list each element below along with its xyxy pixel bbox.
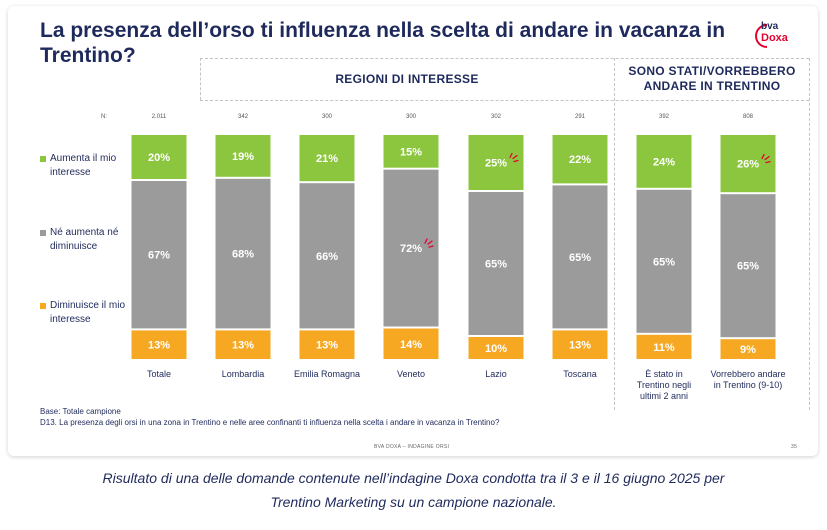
category-label-vorrebbero-andare-in-trentino-9-10: Vorrebbero andare in Trentino (9-10) [710, 369, 785, 390]
bar-diminuisce-il-mio-interesse-toscana [552, 330, 608, 359]
bar-diminuisce-il-mio-interesse-emilia-romagna [299, 330, 355, 359]
bar-diminuisce-il-mio-interesse-veneto [383, 328, 439, 359]
n-value-emilia-romagna: 300 [322, 114, 333, 120]
data-label-diminuisce-il-mio-interesse-veneto: 14% [400, 339, 422, 351]
bar-aumenta-il-mio-interesse-toscana [552, 135, 608, 184]
data-label-diminuisce-il-mio-interesse-lazio: 10% [485, 343, 507, 355]
bar-diminuisce-il-mio-interesse-lazio [468, 337, 524, 359]
highlight-spark-icon [509, 152, 519, 163]
divider-left [200, 58, 201, 100]
n-value-e-stato-in-trentino-negli-ultimi-2-anni: 392 [659, 114, 670, 120]
footnote-question: D13. La presenza degli orsi in una zona … [40, 418, 500, 427]
category-label-lazio: Lazio [485, 369, 507, 379]
bar-aumenta-il-mio-interesse-lazio [468, 135, 524, 190]
divider-groups [614, 58, 615, 410]
bar-ne-aumenta-ne-diminuisce-e-stato-in-trentino-negli-ultimi-2-anni [636, 189, 692, 333]
legend-label: Né aumenta né diminuisce [50, 227, 119, 252]
data-label-diminuisce-il-mio-interesse-vorrebbero-andare-in-trentino-9-10: 9% [740, 344, 756, 356]
n-value-toscana: 291 [575, 114, 586, 120]
data-label-ne-aumenta-ne-diminuisce-lazio: 65% [485, 259, 507, 271]
legend-swatch [40, 303, 46, 309]
legend-swatch [40, 230, 46, 236]
legend-label: Aumenta il mio interesse [50, 153, 117, 178]
data-label-diminuisce-il-mio-interesse-totale: 13% [148, 340, 170, 352]
logo-top-text: bva [761, 21, 779, 32]
caption: Risultato di una delle domande contenute… [0, 466, 827, 514]
page-footer-number: 35 [791, 444, 798, 450]
bar-ne-aumenta-ne-diminuisce-totale [131, 181, 187, 329]
bar-ne-aumenta-ne-diminuisce-toscana [552, 185, 608, 329]
bar-diminuisce-il-mio-interesse-lombardia [215, 330, 271, 359]
bar-ne-aumenta-ne-diminuisce-lombardia [215, 178, 271, 329]
data-label-diminuisce-il-mio-interesse-emilia-romagna: 13% [316, 340, 338, 352]
category-label-lombardia: Lombardia [222, 369, 265, 379]
bar-diminuisce-il-mio-interesse-vorrebbero-andare-in-trentino-9-10 [720, 339, 776, 359]
category-label-toscana: Toscana [563, 369, 597, 379]
data-label-diminuisce-il-mio-interesse-e-stato-in-trentino-negli-ultimi-2-anni: 11% [653, 342, 675, 354]
data-label-aumenta-il-mio-interesse-totale: 20% [148, 152, 170, 164]
bar-ne-aumenta-ne-diminuisce-vorrebbero-andare-in-trentino-9-10 [720, 194, 776, 338]
bar-ne-aumenta-ne-diminuisce-emilia-romagna [299, 183, 355, 329]
n-label: N: [101, 114, 107, 120]
n-value-totale: 2.011 [152, 114, 167, 120]
n-value-vorrebbero-andare-in-trentino-9-10: 808 [743, 114, 754, 120]
data-label-ne-aumenta-ne-diminuisce-veneto: 72% [400, 243, 422, 255]
data-label-ne-aumenta-ne-diminuisce-toscana: 65% [569, 252, 591, 264]
legend-swatch [40, 156, 46, 162]
data-label-aumenta-il-mio-interesse-e-stato-in-trentino-negli-ultimi-2-anni: 24% [653, 156, 675, 168]
category-label-e-stato-in-trentino-negli-ultimi-2-anni: È stato in Trentino negli ultimi 2 anni [637, 369, 691, 401]
highlight-spark-icon [424, 238, 434, 248]
bar-aumenta-il-mio-interesse-lombardia [215, 135, 271, 177]
data-label-aumenta-il-mio-interesse-vorrebbero-andare-in-trentino-9-10: 26% [737, 159, 759, 171]
footnote-base: Base: Totale campione [40, 407, 121, 416]
data-label-aumenta-il-mio-interesse-veneto: 15% [400, 146, 422, 158]
legend-item-aumenta: Aumenta il mio interesse [40, 152, 140, 180]
n-value-lombardia: 342 [238, 114, 249, 120]
category-label-emilia-romagna: Emilia Romagna [294, 369, 360, 379]
data-label-aumenta-il-mio-interesse-emilia-romagna: 21% [316, 153, 338, 165]
bar-aumenta-il-mio-interesse-veneto [383, 135, 439, 168]
stacked-bar-chart: N: 2.011 20% 67% 13% Totale 342 19% 68% 13% Lombar… [101, 114, 786, 401]
data-label-ne-aumenta-ne-diminuisce-e-stato-in-trentino-negli-ultimi-2-anni: 65% [653, 256, 675, 268]
data-label-aumenta-il-mio-interesse-toscana: 22% [569, 154, 591, 166]
group-header-regions: REGIONI DI INTERESSE [335, 71, 479, 86]
divider-right [809, 58, 810, 410]
page-footer-source: BVA DOXA – INDAGINE ORSI [374, 444, 450, 450]
data-label-aumenta-il-mio-interesse-lombardia: 19% [232, 151, 254, 163]
legend-label: Diminuisce il mio interesse [50, 300, 126, 325]
data-label-ne-aumenta-ne-diminuisce-totale: 67% [148, 250, 170, 262]
bar-ne-aumenta-ne-diminuisce-veneto [383, 169, 439, 327]
header-bottom-line [200, 100, 809, 101]
bar-aumenta-il-mio-interesse-totale [131, 135, 187, 179]
bva-doxa-logo: bva Doxa [755, 22, 791, 48]
bar-aumenta-il-mio-interesse-emilia-romagna [299, 135, 355, 182]
bar-aumenta-il-mio-interesse-vorrebbero-andare-in-trentino-9-10 [720, 135, 776, 193]
data-label-aumenta-il-mio-interesse-lazio: 25% [485, 158, 507, 170]
bar-ne-aumenta-ne-diminuisce-lazio [468, 192, 524, 335]
group-header-trentino: SONO STATI/VORREBBERO ANDARE IN TRENTINO [628, 64, 796, 93]
slide-title: La presenza dell’orso ti influenza nella… [40, 19, 726, 67]
logo-bottom-text: Doxa [761, 32, 788, 44]
data-label-ne-aumenta-ne-diminuisce-emilia-romagna: 66% [316, 251, 338, 263]
data-label-ne-aumenta-ne-diminuisce-lombardia: 68% [232, 249, 254, 261]
category-label-veneto: Veneto [397, 369, 425, 379]
n-value-veneto: 300 [406, 114, 417, 120]
highlight-spark-icon [761, 153, 771, 164]
header-top-line [200, 58, 809, 59]
bar-diminuisce-il-mio-interesse-totale [131, 330, 187, 359]
data-label-ne-aumenta-ne-diminuisce-vorrebbero-andare-in-trentino-9-10: 65% [737, 261, 759, 273]
bar-aumenta-il-mio-interesse-e-stato-in-trentino-negli-ultimi-2-anni [636, 135, 692, 188]
caption-line-1: Risultato di una delle domande contenute… [102, 470, 725, 486]
bar-diminuisce-il-mio-interesse-e-stato-in-trentino-negli-ultimi-2-anni [636, 334, 692, 359]
data-label-diminuisce-il-mio-interesse-toscana: 13% [569, 340, 591, 352]
data-label-diminuisce-il-mio-interesse-lombardia: 13% [232, 340, 254, 352]
category-label-totale: Totale [147, 369, 171, 379]
caption-line-2: Trentino Marketing su un campione nazion… [270, 494, 557, 510]
legend-item-diminuisce: Diminuisce il mio interesse [40, 299, 140, 327]
legend-item-neutro: Né aumenta né diminuisce [40, 226, 140, 254]
n-value-lazio: 302 [491, 114, 502, 120]
